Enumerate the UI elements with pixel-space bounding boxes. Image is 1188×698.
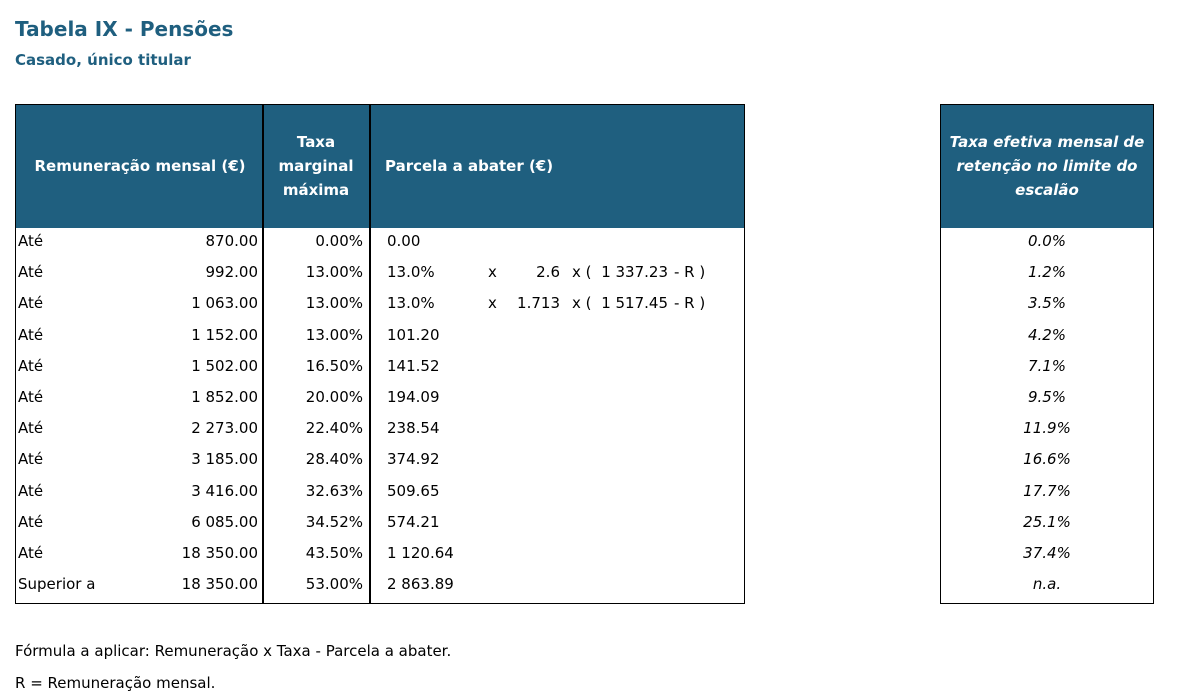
effective-header-text: Taxa efetiva mensal de retenção no limit…	[949, 133, 1145, 199]
effective-rate: 9.5%	[1027, 388, 1067, 406]
rate: 53.00%	[305, 575, 363, 594]
row-label: Até	[18, 450, 44, 469]
formula-part: x	[488, 263, 497, 282]
limit: 18 350.00	[181, 575, 258, 594]
formula-part: x (	[572, 294, 592, 313]
limit: 992.00	[205, 263, 259, 282]
formula-part: 1 337.23	[601, 263, 668, 282]
rate: 0.00%	[315, 232, 363, 250]
limit: 2 273.00	[191, 419, 258, 438]
formula-part: - R )	[674, 263, 706, 282]
limit: 6 085.00	[191, 512, 258, 531]
parcel: 374.92	[387, 450, 440, 469]
row-label: Até	[18, 294, 44, 313]
rate: 20.00%	[305, 388, 363, 406]
effective-rate: 0.0%	[1027, 232, 1067, 250]
rate: 43.50%	[305, 544, 363, 562]
rate: 13.00%	[305, 263, 363, 282]
rate: 13.00%	[305, 294, 363, 313]
limit: 1 152.00	[191, 325, 258, 344]
limit: 3 185.00	[191, 450, 258, 469]
formula-part: 1.713	[517, 294, 560, 313]
effective-rate: 17.7%	[1023, 481, 1071, 500]
parcel: 194.09	[387, 388, 440, 406]
rate: 16.50%	[305, 356, 363, 375]
formula-part: 1 517.45	[601, 294, 668, 313]
effective-rate: n.a.	[1032, 575, 1062, 594]
row-label: Até	[18, 481, 44, 500]
col-divider	[262, 104, 264, 604]
parcel: 574.21	[387, 512, 440, 531]
note: R = Remuneração mensal.	[15, 674, 216, 692]
limit: 1 502.00	[191, 356, 258, 375]
formula-part: x	[488, 294, 497, 313]
rate: 34.52%	[305, 512, 363, 531]
limit: 1 852.00	[191, 388, 258, 406]
effective-rate: 16.6%	[1023, 450, 1071, 469]
limit: 3 416.00	[191, 481, 258, 500]
effective-rate: 37.4%	[1023, 544, 1071, 562]
col-divider	[369, 104, 371, 604]
column-header: Remuneração mensal (€)	[34, 157, 246, 175]
table	[15, 104, 745, 604]
row-label: Até	[18, 512, 44, 531]
parcel: 1 120.64	[387, 544, 454, 562]
title: Tabela IX - Pensões	[15, 17, 234, 41]
subtitle: Casado, único titular	[15, 51, 191, 69]
column-header: Taxa marginal máxima	[278, 133, 354, 199]
row-label: Até	[18, 544, 44, 562]
limit: 18 350.00	[181, 544, 258, 562]
row-label: Até	[18, 388, 44, 406]
rate: 28.40%	[305, 450, 363, 469]
limit: 870.00	[205, 232, 259, 250]
row-label: Até	[18, 325, 44, 344]
effective-header	[940, 104, 1154, 228]
effective-rate: 4.2%	[1027, 325, 1067, 344]
row-label: Até	[18, 356, 44, 375]
rate: 22.40%	[305, 419, 363, 438]
effective-rate: 11.9%	[1023, 419, 1071, 438]
table-header	[15, 104, 745, 228]
parcel: 2 863.89	[387, 575, 454, 594]
effective-table	[940, 104, 1154, 604]
rate: 13.00%	[305, 325, 363, 344]
parcel: 13.0%	[387, 263, 435, 282]
formula-part: - R )	[674, 294, 706, 313]
column-header: Parcela a abater (€)	[385, 157, 554, 175]
parcel: 101.20	[387, 325, 440, 344]
parcel: 0.00	[387, 232, 421, 250]
effective-rate: 3.5%	[1027, 294, 1067, 313]
formula-part: 2.6	[536, 263, 560, 282]
parcel: 141.52	[387, 356, 440, 375]
formula-part: x (	[572, 263, 592, 282]
effective-rate: 1.2%	[1027, 263, 1067, 282]
parcel: 509.65	[387, 481, 440, 500]
effective-rate: 7.1%	[1027, 356, 1067, 375]
row-label: Até	[18, 419, 44, 438]
note: Fórmula a aplicar: Remuneração x Taxa - …	[15, 642, 452, 660]
row-label: Superior a	[18, 575, 96, 594]
parcel: 13.0%	[387, 294, 435, 313]
effective-rate: 25.1%	[1023, 512, 1071, 531]
row-label: Até	[18, 263, 44, 282]
rate: 32.63%	[305, 481, 363, 500]
limit: 1 063.00	[191, 294, 258, 313]
parcel: 238.54	[387, 419, 440, 438]
row-label: Até	[18, 232, 44, 250]
